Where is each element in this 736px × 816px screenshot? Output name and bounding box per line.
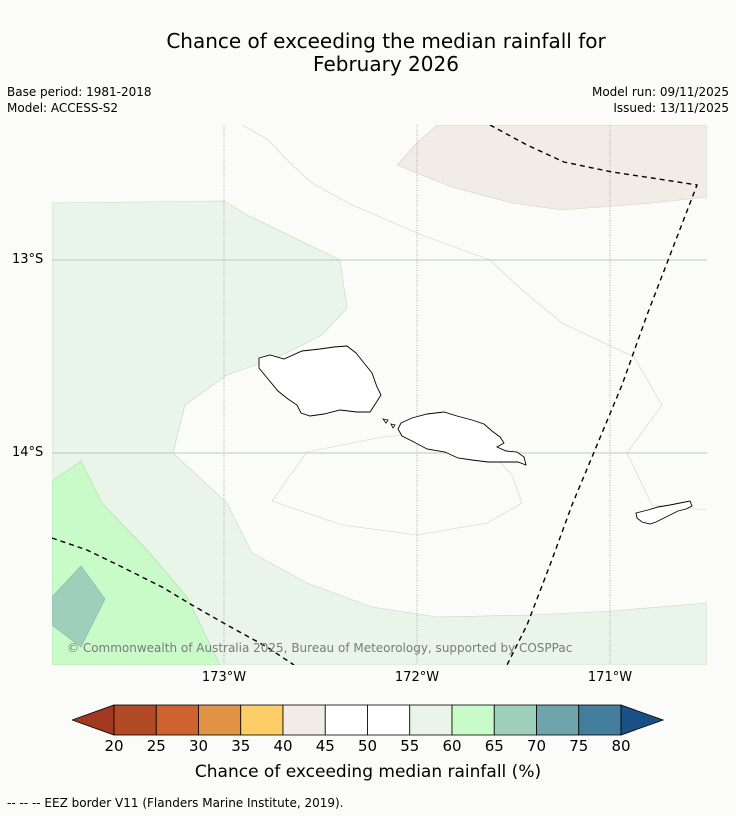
colorbar-box-1 [155, 704, 199, 736]
colorbar-tick-35: 35 [231, 737, 251, 755]
colorbar-box-6 [367, 704, 411, 736]
issued-date: Issued: 13/11/2025 [613, 101, 729, 115]
title-line-2: February 2026 [313, 52, 459, 76]
model-name: Model: ACCESS-S2 [7, 101, 119, 115]
colorbar-tick-30: 30 [188, 737, 209, 755]
lon-label-171w: 171°W [587, 670, 633, 685]
colorbar-svg [70, 704, 665, 736]
colorbar-tick-60: 60 [442, 737, 462, 755]
colorbar-tick-50: 50 [357, 737, 378, 755]
eez-border-southwest [52, 537, 295, 665]
colorbar-box-11 [578, 704, 622, 736]
colorbar-box-2 [198, 704, 242, 736]
lat-label-13s: 13°S [12, 252, 44, 267]
lat-label-14s: 14°S [12, 445, 44, 460]
eez-border-east [489, 125, 698, 665]
colorbar-box-9 [493, 704, 537, 736]
colorbar-tick-40: 40 [273, 737, 293, 755]
colorbar-tick-70: 70 [526, 737, 547, 755]
base-period: Base period: 1981-2018 [7, 85, 152, 99]
colorbar-box-7 [409, 704, 453, 736]
colorbar-low-extend [70, 704, 115, 736]
savaii-island [258, 345, 382, 417]
colorbar-tick-55: 55 [400, 737, 420, 755]
colorbar-tick-20: 20 [104, 737, 124, 755]
colorbar-box-5 [324, 704, 368, 736]
region-65-70-patch [52, 565, 106, 648]
colorbar-tick-25: 25 [146, 737, 166, 755]
region-55-60-west [52, 200, 707, 665]
colorbar-tick-45: 45 [315, 737, 335, 755]
region-40-45-northeast [396, 125, 707, 211]
model-run: Model run: 09/11/2025 [591, 85, 729, 99]
copyright-notice: © Commonwealth of Australia 2025, Bureau… [67, 641, 573, 655]
eez-footnote: -- -- -- EEZ border V11 (Flanders Marine… [7, 796, 344, 810]
upolu-island [397, 411, 527, 466]
map-svg [52, 125, 707, 665]
colorbar-box-8 [451, 704, 495, 736]
colorbar-tick-75: 75 [569, 737, 589, 755]
islet-apolima [390, 423, 396, 429]
colorbar [70, 704, 665, 740]
lon-label-172w: 172°W [394, 670, 440, 685]
meta-left: Base period: 1981-2018 Model: ACCESS-S2 [7, 84, 152, 116]
colorbar-box-4 [282, 704, 326, 736]
meta-right: Model run: 09/11/2025 Issued: 13/11/2025 [592, 84, 729, 116]
title-line-1: Chance of exceeding the median rainfall … [166, 29, 606, 53]
colorbar-box-10 [536, 704, 580, 736]
tutuila-island [635, 500, 693, 525]
colorbar-box-3 [240, 704, 284, 736]
map-area [52, 125, 707, 665]
colorbar-label: Chance of exceeding median rainfall (%) [194, 762, 542, 782]
colorbar-tick-65: 65 [484, 737, 504, 755]
colorbar-tick-80: 80 [611, 737, 631, 755]
colorbar-high-extend [620, 704, 665, 736]
lon-label-173w: 173°W [201, 670, 247, 685]
islet-manono [382, 418, 389, 424]
contour-north [241, 125, 707, 511]
colorbar-box-0 [113, 704, 157, 736]
map-title: Chance of exceeding the median rainfall … [0, 30, 736, 76]
